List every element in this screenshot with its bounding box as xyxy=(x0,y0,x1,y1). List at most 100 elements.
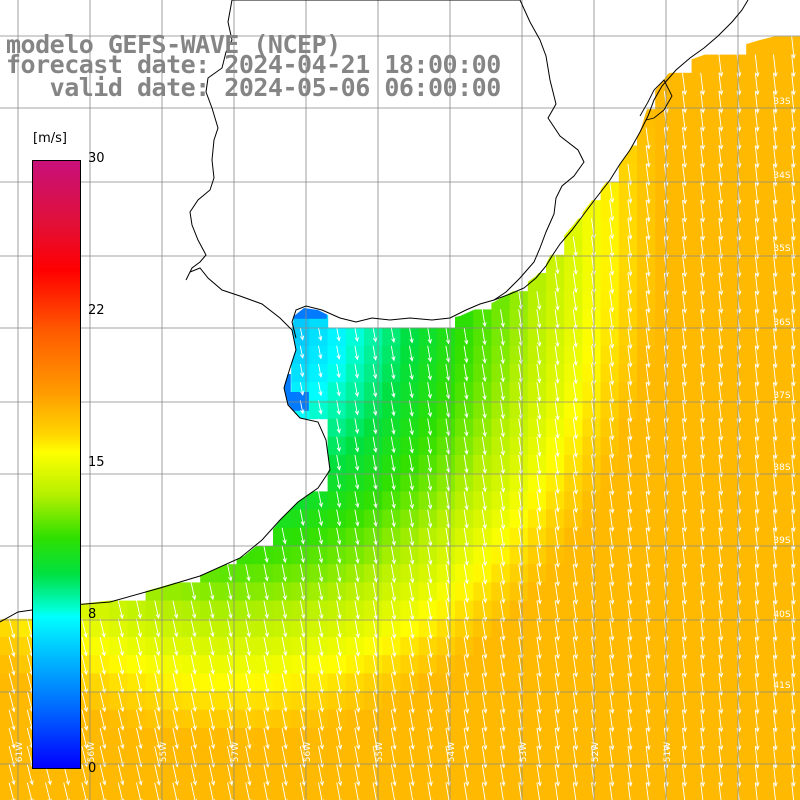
wind-cell xyxy=(491,746,511,765)
wind-cell xyxy=(291,546,310,565)
wind-arrow xyxy=(791,345,796,369)
wind-arrow xyxy=(718,345,724,369)
wind-arrow xyxy=(481,363,487,383)
wind-arrow xyxy=(81,764,89,786)
wind-arrow xyxy=(645,509,651,533)
wind-cell xyxy=(400,436,420,456)
wind-cell xyxy=(473,473,492,492)
wind-arrow xyxy=(354,454,360,471)
wind-cell xyxy=(764,382,784,401)
wind-cell xyxy=(582,509,602,529)
wind-arrow xyxy=(554,709,560,733)
coastline xyxy=(0,0,749,623)
wind-cell xyxy=(18,764,37,784)
wind-cell xyxy=(91,673,110,693)
wind-arrow xyxy=(645,418,651,442)
wind-cell xyxy=(273,655,292,674)
wind-cell xyxy=(637,254,656,274)
wind-cell xyxy=(655,455,674,474)
wind-cell xyxy=(327,491,347,511)
wind-cell xyxy=(582,455,602,474)
wind-cell xyxy=(491,691,511,711)
wind-arrow xyxy=(463,363,469,382)
wind-arrow xyxy=(390,600,397,621)
wind-cell xyxy=(509,418,529,438)
wind-arrow xyxy=(700,363,706,387)
wind-arrow xyxy=(390,727,397,750)
wind-arrow xyxy=(390,545,396,565)
wind-arrow xyxy=(500,400,505,420)
wind-arrow xyxy=(572,709,579,733)
wind-arrow xyxy=(463,436,469,456)
wind-cell xyxy=(509,309,529,329)
wind-cell xyxy=(746,72,765,92)
wind-cell xyxy=(709,764,729,784)
lon-label: 53W xyxy=(519,742,529,762)
wind-arrow xyxy=(299,691,306,713)
wind-arrow xyxy=(8,636,16,658)
wind-cell xyxy=(764,527,784,547)
wind-cell xyxy=(564,254,583,274)
wind-cell xyxy=(782,455,800,474)
wind-arrow xyxy=(481,436,487,456)
wind-arrow xyxy=(81,655,88,676)
wind-cell xyxy=(455,673,474,693)
wind-arrow xyxy=(409,764,415,787)
wind-arrow xyxy=(754,400,760,424)
wind-cell xyxy=(382,637,401,656)
wind-arrow xyxy=(354,382,359,398)
wind-arrow xyxy=(500,309,505,328)
wind-arrow xyxy=(390,527,396,546)
wind-cell xyxy=(637,127,656,147)
wind-cell xyxy=(145,746,165,765)
wind-arrow xyxy=(682,509,687,532)
wind-arrow xyxy=(245,691,252,713)
wind-arrow xyxy=(336,327,341,342)
wind-cell xyxy=(127,637,147,656)
wind-cell xyxy=(473,600,492,620)
wind-cell xyxy=(782,200,800,219)
wind-arrow xyxy=(427,691,433,714)
wind-cell xyxy=(782,709,800,729)
wind-cell xyxy=(546,782,565,800)
wind-cell xyxy=(746,473,765,492)
wind-cell xyxy=(673,728,693,747)
wind-arrow xyxy=(154,727,161,750)
lat-label: 34S xyxy=(773,171,790,181)
wind-cell xyxy=(509,764,529,784)
wind-cell xyxy=(637,273,656,292)
wind-arrow xyxy=(445,400,451,418)
wind-arrow xyxy=(754,691,760,715)
wind-arrow xyxy=(427,782,433,800)
wind-cell xyxy=(637,327,656,347)
wind-arrow xyxy=(773,90,778,114)
wind-cell xyxy=(400,400,420,420)
wind-cell xyxy=(455,618,474,638)
wind-arrow xyxy=(645,473,651,496)
wind-arrow xyxy=(645,200,651,223)
wind-arrow xyxy=(773,418,778,442)
wind-cell xyxy=(728,455,747,474)
wind-arrow xyxy=(190,582,197,601)
wind-arrow xyxy=(299,727,306,750)
wind-arrow xyxy=(627,582,633,605)
wind-arrow xyxy=(136,636,143,657)
wind-arrow xyxy=(354,345,359,361)
wind-cell xyxy=(18,782,37,800)
wind-arrow xyxy=(390,782,397,800)
wind-cell xyxy=(728,473,747,492)
wind-cell xyxy=(618,200,638,219)
wind-arrow xyxy=(500,527,506,549)
wind-cell xyxy=(509,637,529,656)
wind-cell xyxy=(327,400,347,420)
wind-arrow xyxy=(554,491,560,513)
wind-cell xyxy=(527,709,547,729)
wind-arrow xyxy=(754,363,760,387)
wind-arrow xyxy=(773,673,778,697)
wind-cell xyxy=(236,709,256,729)
wind-cell xyxy=(764,509,784,529)
wind-cell xyxy=(746,436,765,456)
wind-arrow xyxy=(481,564,488,585)
wind-arrow xyxy=(372,691,379,714)
wind-cell xyxy=(673,200,693,219)
